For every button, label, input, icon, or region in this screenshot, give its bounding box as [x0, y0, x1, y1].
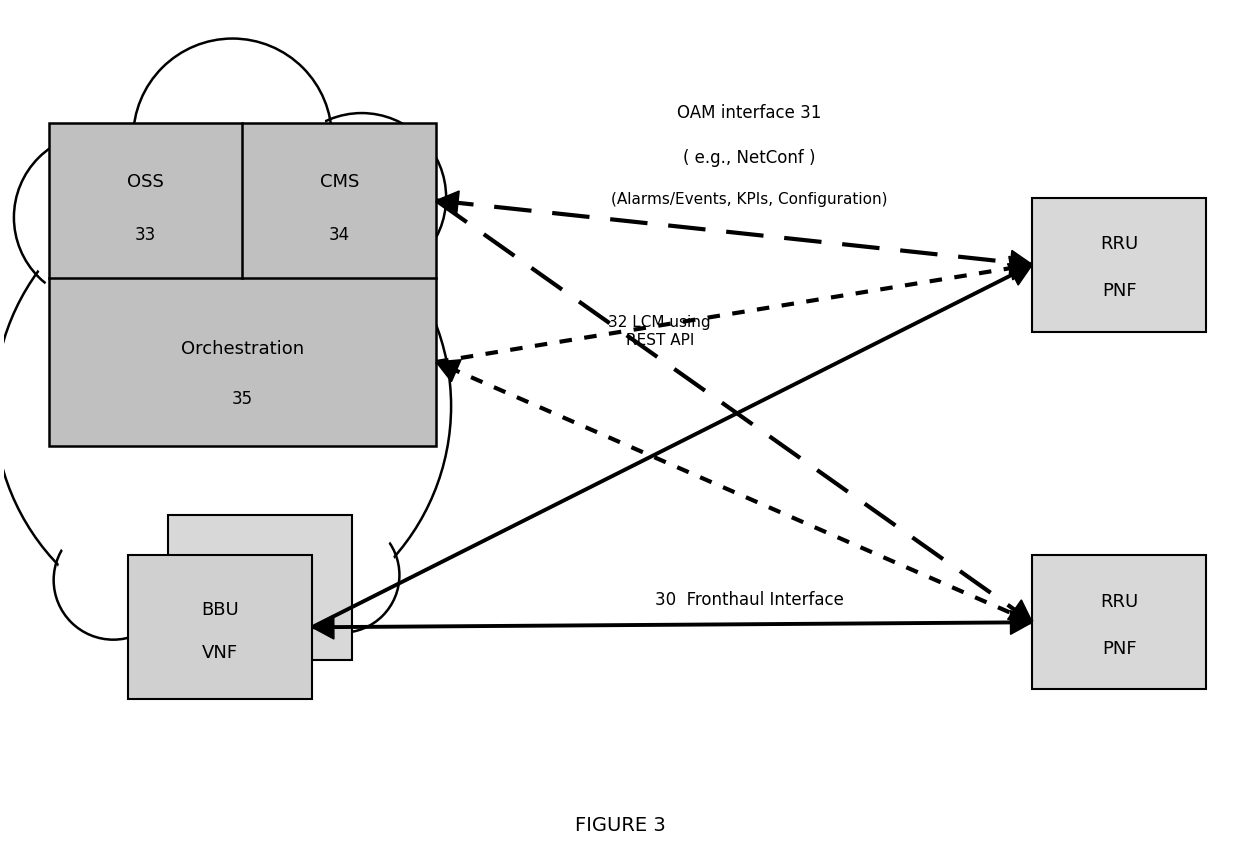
- Polygon shape: [1009, 256, 1033, 280]
- Text: BBU: BBU: [201, 601, 239, 619]
- Circle shape: [288, 521, 396, 630]
- Polygon shape: [436, 359, 461, 382]
- Text: 34: 34: [329, 226, 350, 243]
- Circle shape: [133, 39, 332, 237]
- Text: PNF: PNF: [1102, 640, 1137, 658]
- Text: 30  Fronthaul Interface: 30 Fronthaul Interface: [655, 591, 843, 609]
- Text: 33: 33: [135, 226, 156, 243]
- Circle shape: [19, 138, 177, 297]
- Circle shape: [278, 113, 446, 282]
- Circle shape: [139, 44, 326, 231]
- Polygon shape: [1007, 264, 1033, 285]
- Circle shape: [53, 520, 172, 640]
- FancyBboxPatch shape: [167, 515, 352, 660]
- Polygon shape: [1009, 250, 1033, 275]
- Circle shape: [0, 178, 451, 635]
- Circle shape: [284, 518, 399, 633]
- Circle shape: [172, 544, 293, 666]
- Text: 35: 35: [232, 390, 253, 408]
- Text: 32 LCM using
REST API: 32 LCM using REST API: [609, 315, 711, 348]
- Circle shape: [167, 540, 298, 669]
- Text: OAM interface 31: OAM interface 31: [677, 104, 821, 122]
- Text: RRU: RRU: [1100, 593, 1138, 611]
- Polygon shape: [1008, 600, 1033, 623]
- Text: PNF: PNF: [1102, 282, 1137, 301]
- FancyBboxPatch shape: [1033, 197, 1207, 332]
- Circle shape: [14, 133, 182, 302]
- Text: (Alarms/Events, KPIs, Configuration): (Alarms/Events, KPIs, Configuration): [611, 192, 888, 207]
- Polygon shape: [436, 191, 459, 215]
- Text: CMS: CMS: [320, 173, 360, 191]
- Text: RRU: RRU: [1100, 236, 1138, 254]
- Polygon shape: [312, 615, 334, 639]
- Circle shape: [7, 191, 438, 621]
- Text: FIGURE 3: FIGURE 3: [574, 816, 666, 835]
- FancyBboxPatch shape: [128, 555, 312, 699]
- Text: OSS: OSS: [128, 173, 164, 191]
- Polygon shape: [1011, 611, 1033, 635]
- Circle shape: [283, 118, 441, 277]
- Text: ( e.g., NetConf ): ( e.g., NetConf ): [683, 149, 816, 167]
- FancyBboxPatch shape: [1033, 555, 1207, 689]
- Text: Orchestration: Orchestration: [181, 339, 304, 358]
- FancyBboxPatch shape: [48, 123, 436, 446]
- Circle shape: [57, 524, 170, 637]
- Text: VNF: VNF: [202, 644, 238, 662]
